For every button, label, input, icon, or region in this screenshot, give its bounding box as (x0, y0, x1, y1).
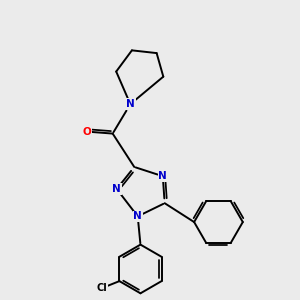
Text: Cl: Cl (96, 283, 107, 293)
Text: N: N (133, 212, 142, 221)
Text: N: N (158, 171, 167, 181)
Text: N: N (112, 184, 121, 194)
Text: O: O (83, 127, 92, 136)
Text: N: N (126, 99, 135, 109)
